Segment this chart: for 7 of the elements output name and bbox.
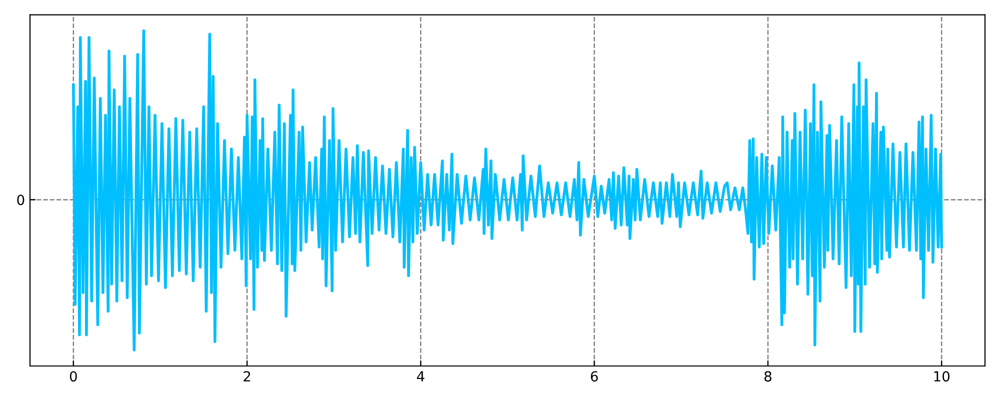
x-tick-label: 2: [244, 371, 250, 382]
x-tick-label: 6: [590, 371, 598, 382]
x-tick-label: 4: [416, 371, 424, 382]
x-tick-label: 0: [70, 371, 77, 382]
x-tick-label: 8: [764, 371, 772, 382]
x-tick-label: 10: [934, 371, 950, 382]
ref-line-label: 0: [17, 194, 24, 206]
